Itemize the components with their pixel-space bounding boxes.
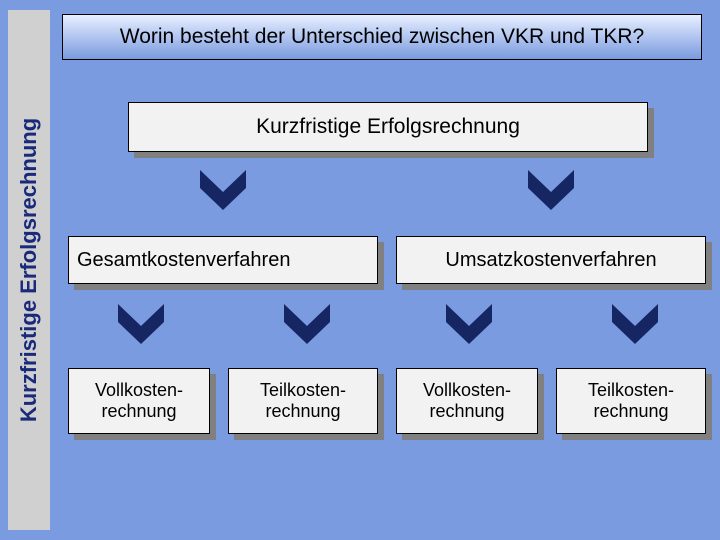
level3-a-line1: Vollkosten-: [95, 380, 183, 400]
level3-b-line1: Teilkosten-: [260, 380, 346, 400]
sidebar-label: Kurzfristige Erfolgsrechnung: [16, 118, 42, 422]
level3-d-line2: rechnung: [593, 401, 668, 421]
level2-left-label: Gesamtkostenverfahren: [77, 249, 290, 272]
chevron-down-icon: [118, 304, 164, 344]
level3-b-box: Teilkosten- rechnung: [228, 368, 378, 434]
level2-left-box: Gesamtkostenverfahren: [68, 236, 378, 284]
chevron-down-icon: [284, 304, 330, 344]
level1-box: Kurzfristige Erfolgsrechnung: [128, 102, 648, 152]
level3-c-line1: Vollkosten-: [423, 380, 511, 400]
page-title-text: Worin besteht der Unterschied zwischen V…: [120, 25, 644, 49]
level3-d-box: Teilkosten- rechnung: [556, 368, 706, 434]
chevron-down-icon: [200, 170, 246, 210]
level1-label: Kurzfristige Erfolgsrechnung: [256, 115, 520, 139]
level3-b-line2: rechnung: [265, 401, 340, 421]
level3-c-line2: rechnung: [429, 401, 504, 421]
level3-d-line1: Teilkosten-: [588, 380, 674, 400]
chevron-down-icon: [612, 304, 658, 344]
sidebar: Kurzfristige Erfolgsrechnung: [8, 10, 50, 530]
level3-a-line2: rechnung: [101, 401, 176, 421]
level2-right-label: Umsatzkostenverfahren: [445, 249, 656, 272]
chevron-down-icon: [446, 304, 492, 344]
page-title: Worin besteht der Unterschied zwischen V…: [62, 14, 702, 60]
level2-right-box: Umsatzkostenverfahren: [396, 236, 706, 284]
level3-c-box: Vollkosten- rechnung: [396, 368, 538, 434]
chevron-down-icon: [528, 170, 574, 210]
level3-a-box: Vollkosten- rechnung: [68, 368, 210, 434]
